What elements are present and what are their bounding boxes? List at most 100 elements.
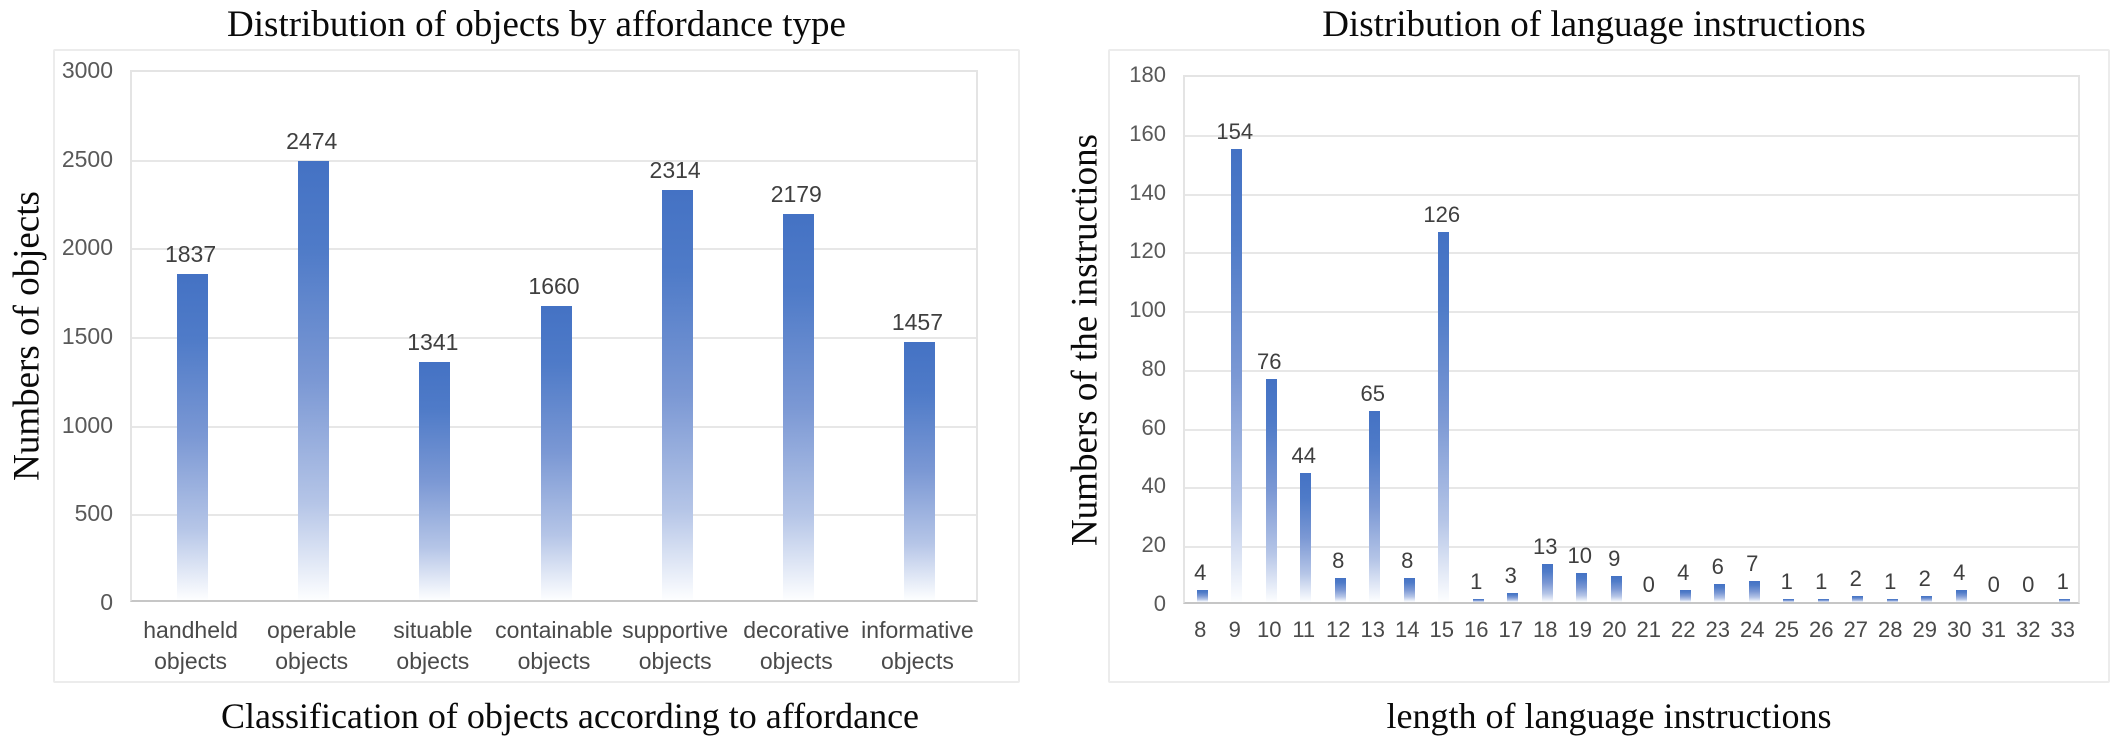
- right-gridline-20: [1185, 546, 2078, 549]
- left-y-tick-label: 3000: [61, 57, 113, 83]
- right-x-tick-label: 11: [1292, 617, 1316, 642]
- right-bar-value-label: 1: [1884, 569, 1897, 594]
- left-x-tick-label: informative objects: [861, 617, 974, 674]
- right-bar-12: [1334, 578, 1346, 602]
- right-x-tick-label: 33: [2050, 617, 2075, 642]
- left-x-tick-label: containable objects: [495, 617, 613, 674]
- right-gridline-80: [1185, 369, 2078, 372]
- right-x-tick-label: 22: [1671, 617, 1696, 642]
- right-x-tick-label: 21: [1636, 617, 1661, 642]
- right-bar-8: [1196, 590, 1208, 602]
- left-chart-title: Distribution of objects by affordance ty…: [227, 4, 846, 45]
- right-bar-24: [1748, 581, 1760, 602]
- right-x-tick-label: 27: [1843, 617, 1868, 642]
- right-x-tick-label: 29: [1912, 617, 1937, 642]
- left-bar-value-label: 1341: [407, 329, 459, 355]
- right-y-tick-label: 80: [1141, 355, 1166, 381]
- right-x-tick-label: 24: [1740, 617, 1765, 642]
- right-bar-value-label: 0: [2022, 572, 2035, 597]
- right-bar-value-label: 154: [1216, 119, 1254, 144]
- right-bar-27: [1852, 596, 1864, 602]
- right-bar-29: [1921, 596, 1933, 602]
- right-y-tick-label: 180: [1129, 62, 1166, 87]
- right-bar-value-label: 8: [1401, 548, 1414, 573]
- right-y-tick-label: 40: [1141, 473, 1166, 499]
- right-bar-18: [1541, 564, 1553, 602]
- right-bar-value-label: 76: [1257, 349, 1282, 374]
- left-bar-informative-objects: [903, 342, 935, 600]
- right-bar-value-label: 2: [1918, 566, 1931, 591]
- right-y-tick-label: 20: [1141, 532, 1166, 558]
- right-bar-value-label: 1: [1815, 569, 1828, 594]
- left-gridline-2000: [132, 248, 976, 251]
- right-x-tick-label: 9: [1228, 617, 1241, 642]
- left-y-tick-label: 2000: [61, 234, 113, 261]
- right-bar-value-label: 1: [2056, 569, 2069, 594]
- right-x-axis-title: length of language instructions: [1386, 696, 1832, 736]
- right-bar-19: [1576, 573, 1588, 602]
- right-x-tick-label: 25: [1774, 617, 1799, 642]
- right-gridline-140: [1185, 193, 2078, 196]
- left-x-tick-label: handheld objects: [143, 617, 238, 674]
- left-bar-supportive-objects: [661, 190, 693, 600]
- right-bar-value-label: 6: [1711, 554, 1724, 579]
- left-y-tick-label: 1500: [61, 323, 113, 349]
- right-bar-30: [1955, 590, 1967, 602]
- left-bar-operable-objects: [298, 161, 330, 600]
- right-x-tick-label: 10: [1257, 617, 1282, 642]
- right-gridline-100: [1185, 311, 2078, 314]
- left-bar-value-label: 1837: [164, 241, 217, 267]
- right-y-tick-label: 100: [1129, 297, 1166, 323]
- right-bar-28: [1886, 599, 1898, 602]
- right-bar-33: [2059, 599, 2071, 602]
- right-gridline-160: [1185, 134, 2078, 137]
- right-bar-value-label: 4: [1677, 560, 1690, 585]
- right-plot-area: [1183, 75, 2080, 604]
- right-y-tick-label: 120: [1129, 238, 1166, 264]
- right-x-tick-label: 31: [1981, 617, 2006, 642]
- right-bar-16: [1472, 599, 1484, 602]
- right-y-tick-label: 160: [1129, 120, 1166, 146]
- right-bar-value-label: 4: [1953, 560, 1966, 585]
- left-bar-decorative-objects: [782, 214, 814, 600]
- right-gridline-60: [1185, 428, 2078, 431]
- left-x-tick-label: decorative objects: [743, 617, 850, 674]
- left-bar-value-label: 1660: [528, 273, 580, 299]
- right-chart-title: Distribution of language instructions: [1322, 4, 1866, 45]
- left-y-tick-label: 2500: [61, 145, 113, 172]
- right-bar-value-label: 1: [1470, 569, 1483, 594]
- right-x-tick-label: 14: [1395, 617, 1420, 642]
- right-bar-9: [1231, 149, 1243, 602]
- right-bar-26: [1817, 599, 1829, 602]
- right-x-tick-label: 8: [1194, 617, 1207, 642]
- left-y-tick-label: 500: [74, 500, 113, 527]
- right-bar-11: [1300, 473, 1312, 602]
- right-bar-13: [1369, 411, 1381, 602]
- right-gridline-40: [1185, 487, 2078, 490]
- right-x-tick-label: 20: [1602, 617, 1627, 642]
- left-bar-handheld-objects: [177, 274, 209, 600]
- left-x-tick-label: situable objects: [393, 617, 473, 674]
- right-gridline-120: [1185, 252, 2078, 255]
- right-bar-value-label: 0: [1987, 572, 2000, 597]
- right-x-tick-label: 15: [1429, 617, 1454, 642]
- right-x-tick-label: 30: [1947, 617, 1972, 642]
- right-y-tick-label: 60: [1141, 414, 1166, 440]
- left-bar-value-label: 2474: [286, 128, 338, 154]
- left-bar-value-label: 2179: [770, 181, 822, 207]
- right-x-tick-label: 28: [1878, 617, 1903, 642]
- right-x-tick-label: 19: [1567, 617, 1592, 642]
- right-bar-10: [1265, 379, 1277, 602]
- right-bar-value-label: 0: [1642, 572, 1655, 597]
- right-x-tick-label: 16: [1464, 617, 1489, 642]
- right-bar-value-label: 2: [1849, 566, 1862, 591]
- left-bar-situable-objects: [419, 362, 451, 600]
- left-bar-containable-objects: [540, 306, 572, 600]
- right-bar-15: [1438, 232, 1450, 602]
- left-bar-value-label: 1457: [891, 309, 943, 335]
- left-plot-area: [130, 70, 978, 602]
- right-bar-value-label: 4: [1194, 560, 1207, 585]
- right-bar-value-label: 8: [1332, 548, 1345, 573]
- right-x-tick-label: 23: [1705, 617, 1730, 642]
